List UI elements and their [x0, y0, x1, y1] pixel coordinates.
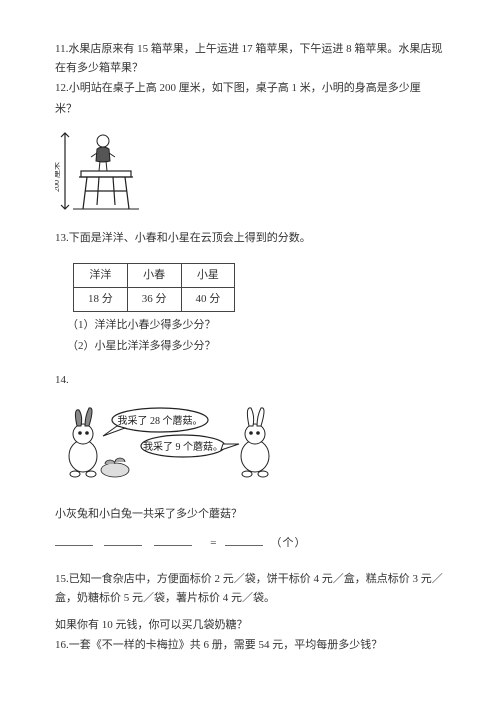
q14-figure: 我采了 28 个蘑菇。 我采了 9 个蘑菇。	[55, 398, 445, 483]
th-xiaoxing: 小星	[181, 264, 235, 288]
td-xiaochun: 36 分	[127, 288, 181, 312]
question-15-line1: 15.已知一食杂店中，方便面标价 2 元／袋，饼干标价 4 元／盒，糕点标价 3…	[55, 570, 445, 607]
q14-question: 小灰兔和小白兔一共采了多少个蘑菇？	[55, 505, 445, 524]
table-row: 洋洋 小春 小星	[74, 264, 235, 288]
td-yangyang: 18 分	[74, 288, 128, 312]
q13-score-table: 洋洋 小春 小星 18 分 36 分 40 分	[73, 263, 235, 311]
q14-bubble2-text: 我采了 9 个蘑菇。	[143, 440, 223, 453]
q14-answer-blanks: = （个）	[55, 534, 445, 553]
q14-bubble1-text: 我采了 28 个蘑菇。	[118, 414, 203, 427]
equals-sign: =	[210, 537, 217, 549]
q12-figure: 200 厘米	[55, 127, 445, 217]
th-yangyang: 洋洋	[74, 264, 128, 288]
question-12-line2: 米？	[55, 100, 445, 119]
th-xiaochun: 小春	[127, 264, 181, 288]
unit-label: （个）	[270, 537, 306, 549]
question-15-line2: 如果你有 10 元钱，你可以买几袋奶糖？	[55, 616, 445, 635]
question-11: 11.水果店原来有 15 箱苹果，上午运进 17 箱苹果，下午运进 8 箱苹果。…	[55, 40, 445, 77]
question-14-label: 14.	[55, 371, 445, 390]
q13-sub1: （1）洋洋比小春少得多少分？	[67, 316, 445, 335]
question-16: 16.一套《不一样的卡梅拉》共 6 册，需要 54 元，平均每册多少钱？	[55, 636, 445, 655]
question-13-intro: 13.下面是洋洋、小春和小星在云顶会上得到的分数。	[55, 229, 445, 248]
q13-sub2: （2）小星比洋洋多得多少分？	[67, 337, 445, 356]
table-row: 18 分 36 分 40 分	[74, 288, 235, 312]
q12-height-label: 200 厘米	[55, 162, 61, 192]
td-xiaoxing: 40 分	[181, 288, 235, 312]
question-12-line1: 12.小明站在桌子上高 200 厘米，如下图，桌子高 1 米，小明的身高是多少厘	[55, 79, 445, 98]
